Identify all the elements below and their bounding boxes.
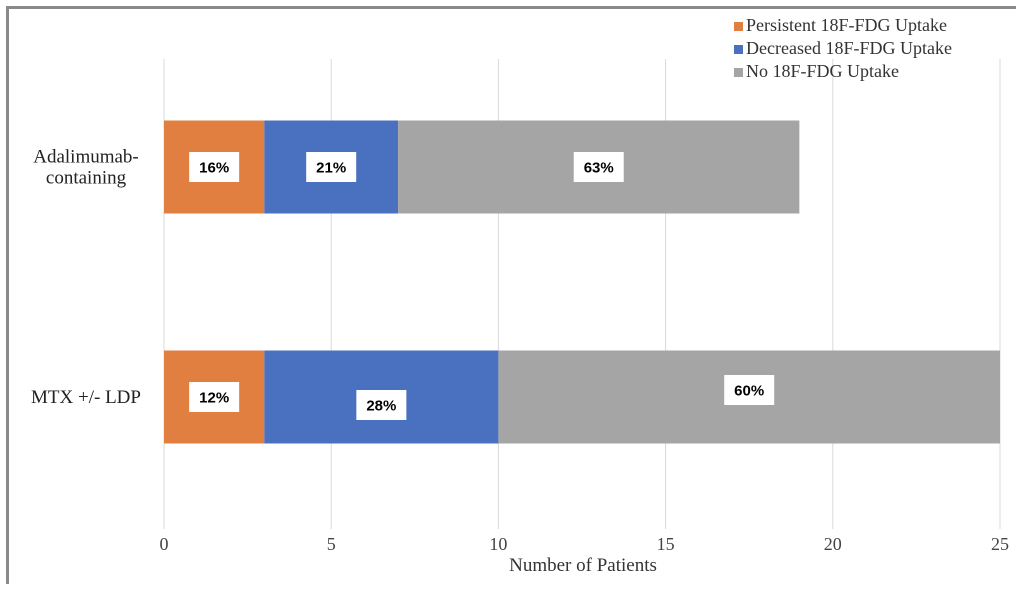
legend-label: No 18F-FDG Uptake bbox=[746, 61, 899, 81]
x-tick-label: 0 bbox=[160, 534, 169, 554]
x-tick-label: 25 bbox=[991, 534, 1009, 554]
x-tick-label: 5 bbox=[327, 534, 336, 554]
data-label-box bbox=[189, 382, 240, 412]
data-label-box bbox=[189, 152, 240, 182]
legend-label: Decreased 18F-FDG Uptake bbox=[746, 38, 952, 58]
x-tick-label: 15 bbox=[657, 534, 675, 554]
data-label-box bbox=[356, 390, 407, 420]
legend-swatch bbox=[734, 68, 743, 77]
data-label-box bbox=[306, 152, 357, 182]
x-axis-title: Number of Patients bbox=[509, 555, 657, 576]
chart-frame: 16% 21% 63% 12% 28% 60% Adalimumab-containing… bbox=[6, 6, 1016, 584]
data-label: 63% bbox=[584, 160, 614, 177]
data-label: 28% bbox=[366, 398, 396, 415]
data-label-box bbox=[724, 375, 775, 405]
x-tick-label: 20 bbox=[824, 534, 842, 554]
category-label: MTX +/- LDP bbox=[31, 387, 141, 408]
data-label: 60% bbox=[734, 383, 764, 400]
legend-swatch bbox=[734, 45, 743, 54]
stacked-bar-chart: 16% 21% 63% 12% 28% 60% Adalimumab-containing… bbox=[31, 15, 1009, 576]
legend-label: Persistent 18F-FDG Uptake bbox=[746, 15, 947, 35]
data-label: 21% bbox=[316, 160, 346, 177]
legend-swatch bbox=[734, 22, 743, 31]
category-label: Adalimumab-containing bbox=[33, 147, 139, 189]
data-label: 12% bbox=[199, 390, 229, 407]
data-label-box bbox=[573, 152, 624, 182]
data-label: 16% bbox=[199, 160, 229, 177]
x-tick-label: 10 bbox=[489, 534, 507, 554]
